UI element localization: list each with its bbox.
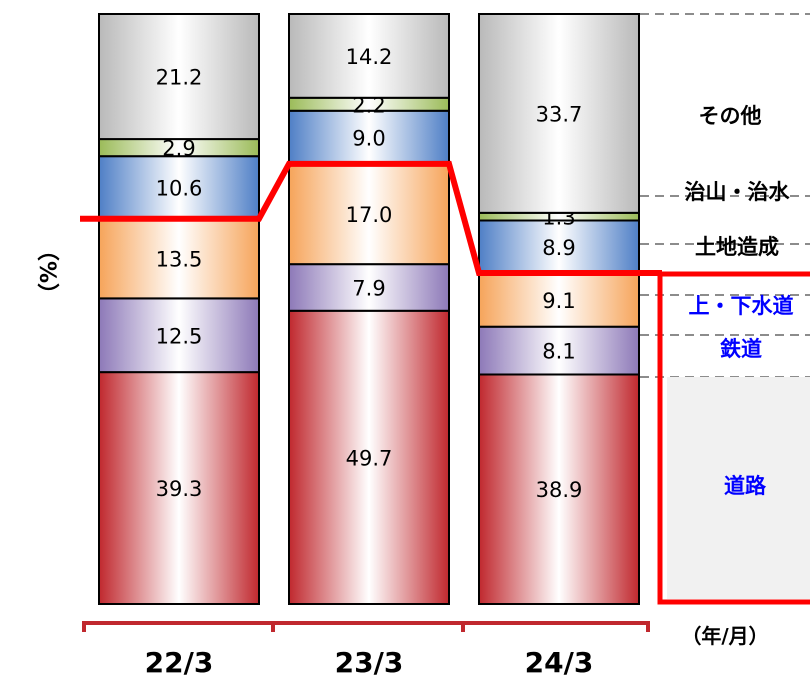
legend-panel-background [667,377,810,599]
legend-label: 鉄道 [720,337,762,361]
bar-segment-23-3-1 [288,263,450,312]
legend-label: 土地造成 [695,235,779,259]
bar-segment-23-3-5 [288,13,450,99]
value-label-23-3-3: 9.0 [352,126,385,150]
highlight-trend-line [80,160,662,277]
category-label-22-3: 22/3 [145,646,214,677]
x-axis-unit-label: （年/月） [681,624,768,648]
bar-segment-23-3-3 [288,109,450,165]
legend-label: 治山・治水 [685,180,791,204]
bar-segment-23-3-0 [288,309,450,605]
value-label-24-3-0: 38.9 [536,478,583,502]
legend-label: 上・下水道 [689,294,794,318]
value-label-23-3-1: 7.9 [352,276,385,300]
value-label-22-3-3: 10.6 [156,176,203,200]
value-label-24-3-1: 8.1 [542,340,575,364]
bar-segment-24-3-1 [478,325,640,376]
value-label-22-3-1: 12.5 [156,324,203,348]
value-label-23-3-0: 49.7 [346,446,393,470]
value-label-24-3-5: 33.7 [536,102,583,126]
bars-group: 39.312.513.510.62.921.249.77.917.09.02.2… [98,13,640,605]
value-label-24-3-3: 8.9 [542,236,575,260]
value-label-22-3-5: 21.2 [156,66,203,90]
value-label-24-3-2: 9.1 [542,289,575,313]
value-label-23-3-5: 14.2 [346,45,393,69]
legend-label: その他 [699,104,762,128]
bar-segment-22-3-0 [98,371,260,605]
legend-label: 道路 [724,474,767,498]
bar-segment-24-3-3 [478,219,640,275]
overlay-group [80,160,810,605]
bar-segment-24-3-5 [478,13,640,214]
bar-segment-22-3-5 [98,13,260,141]
bar-segment-22-3-1 [98,297,260,374]
value-label-22-3-2: 13.5 [156,248,203,272]
category-label-23-3: 23/3 [335,646,404,677]
bar-segment-23-3-2 [288,162,450,266]
value-label-22-3-0: 39.3 [156,477,203,501]
bar-segment-22-3-3 [98,155,260,220]
value-label-22-3-4: 2.9 [162,137,195,161]
x-axis: 22/3 23/3 24/3 [82,621,650,679]
category-label-24-3: 24/3 [525,646,594,677]
y-axis-label: （%） [34,239,59,305]
value-label-23-3-2: 17.0 [346,203,393,227]
highlight-box [657,271,810,605]
